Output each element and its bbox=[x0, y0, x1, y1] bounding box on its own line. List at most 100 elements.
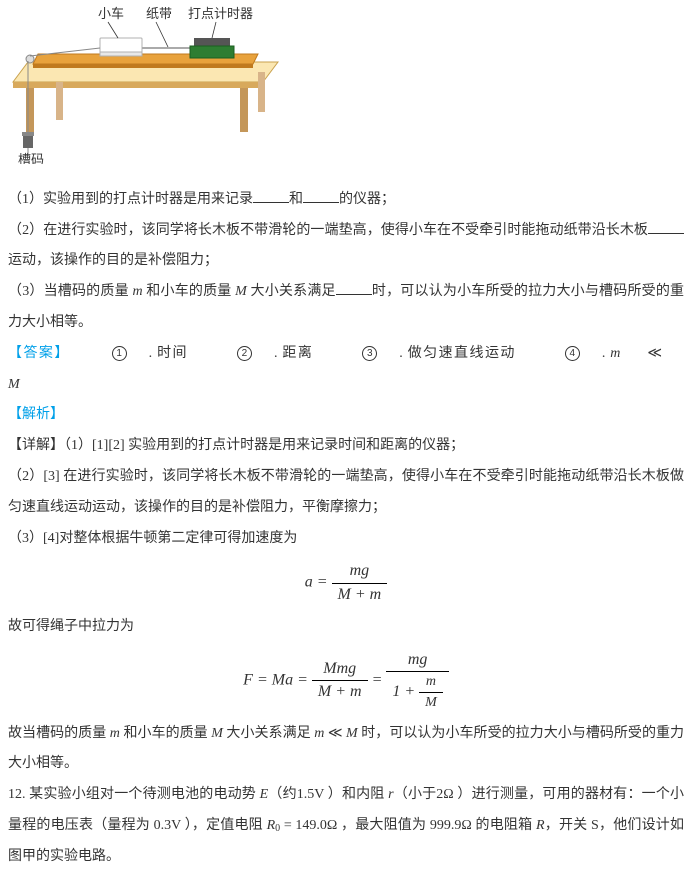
var-M: M bbox=[235, 284, 247, 299]
answers-line: 【答案】 1. 时间 2. 距离 3. 做匀速直线运动 4. m ≪ M bbox=[8, 339, 684, 401]
var-m: m bbox=[132, 284, 142, 299]
answer-4-m: m bbox=[610, 346, 620, 361]
f2-frac2: mg1 + mM bbox=[386, 649, 448, 713]
question-12: 12. 某实验小组对一个待测电池的电动势 E（约1.5V ）和内阻 r（小于2Ω… bbox=[8, 780, 684, 872]
q12-R0: R bbox=[267, 818, 276, 833]
f2-eq1: = bbox=[253, 671, 272, 688]
answer-label: 【答案】 bbox=[8, 346, 70, 361]
diagram-svg: 小车 纸带 打点计时器 槽码 bbox=[8, 4, 298, 164]
table-leg-back bbox=[56, 82, 63, 120]
table-leg bbox=[240, 88, 248, 132]
f2-mid: Ma bbox=[272, 671, 293, 688]
q2-text-b: 运动，该操作的目的是补偿阻力； bbox=[8, 253, 218, 268]
pulley bbox=[26, 55, 34, 63]
f1-lhs: a bbox=[305, 574, 313, 591]
p5-M: M bbox=[211, 726, 223, 741]
q1-text-b: 和 bbox=[289, 192, 303, 207]
blank bbox=[336, 281, 372, 295]
question-2: （2）在进行实验时，该同学将长木板不带滑轮的一端垫高，使得小车在不受牵引时能拖动… bbox=[8, 216, 684, 278]
table-leg bbox=[26, 88, 34, 132]
f2-inner-frac: mM bbox=[419, 672, 443, 712]
question-3: （3）当槽码的质量 m 和小车的质量 M 大小关系满足时，可以认为小车所受的拉力… bbox=[8, 277, 684, 339]
blank bbox=[648, 220, 684, 234]
label-line bbox=[156, 22, 168, 47]
circled-2: 2 bbox=[237, 346, 252, 361]
q1-text-a: （1）实验用到的打点计时器是用来记录 bbox=[8, 192, 253, 207]
weight bbox=[23, 144, 33, 148]
f2-eq2: = bbox=[293, 671, 312, 688]
f1-num: mg bbox=[332, 560, 388, 583]
detail-p1: 【详解】（1）[1][2] 实验用到的打点计时器是用来记录时间和距离的仪器； bbox=[8, 431, 684, 462]
f1-den: M + m bbox=[332, 584, 388, 606]
timer-body bbox=[190, 46, 234, 58]
q12-d: = 149.0Ω ，最大阻值为 999.9Ω 的电阻箱 bbox=[280, 818, 536, 833]
q12-E: E bbox=[260, 787, 269, 802]
label-tape: 纸带 bbox=[146, 6, 172, 21]
p5-m: m bbox=[110, 726, 120, 741]
circled-1: 1 bbox=[112, 346, 127, 361]
q3-text-c: 大小关系满足 bbox=[247, 284, 336, 299]
label-timer: 打点计时器 bbox=[188, 6, 253, 21]
f2-num1: Mmg bbox=[312, 658, 368, 681]
question-1: （1）实验用到的打点计时器是用来记录 和 的仪器； bbox=[8, 185, 684, 216]
p5-c: 大小关系满足 bbox=[223, 726, 314, 741]
label-line bbox=[212, 22, 216, 38]
timer-top bbox=[194, 38, 230, 46]
q12-b: （约1.5V ）和内阻 bbox=[268, 787, 388, 802]
f2-den2-a: 1 + bbox=[392, 683, 419, 700]
table-edge bbox=[13, 82, 263, 88]
circled-4: 4 bbox=[565, 346, 580, 361]
detail-label: 【详解】 bbox=[8, 438, 64, 453]
q2-text-a: （2）在进行实验时，该同学将长木板不带滑轮的一端垫高，使得小车在不受牵引时能拖动… bbox=[8, 223, 648, 238]
label-cart: 小车 bbox=[98, 6, 124, 21]
label-line bbox=[108, 22, 118, 38]
table-leg-back bbox=[258, 72, 265, 112]
q3-text-b: 和小车的质量 bbox=[143, 284, 236, 299]
q12-a: 12. 某实验小组对一个待测电池的电动势 bbox=[8, 787, 260, 802]
q12-R: R bbox=[536, 818, 545, 833]
circled-3: 3 bbox=[362, 346, 377, 361]
experiment-diagram: 小车 纸带 打点计时器 槽码 bbox=[8, 4, 684, 177]
hanger-top bbox=[22, 132, 34, 136]
track-side bbox=[33, 64, 253, 68]
label-weights: 槽码 bbox=[18, 152, 44, 164]
f2-den2: 1 + mM bbox=[386, 672, 448, 712]
f2-frac1: MmgM + m bbox=[312, 658, 368, 704]
answer-4-M: M bbox=[8, 377, 20, 392]
formula-tension: F = Ma = MmgM + m = mg1 + mM bbox=[8, 649, 684, 713]
q1-text-c: 的仪器； bbox=[339, 192, 395, 207]
p5-b: 和小车的质量 bbox=[120, 726, 211, 741]
p5-a: 故当槽码的质量 bbox=[8, 726, 110, 741]
formula-acceleration: a = mgM + m bbox=[8, 560, 684, 606]
answer-2-text: 距离 bbox=[282, 346, 313, 361]
answer-1-text: 时间 bbox=[157, 346, 188, 361]
answer-2: 2. 距离 bbox=[237, 346, 335, 361]
blank bbox=[253, 189, 289, 203]
answer-4-rel: ≪ bbox=[642, 346, 662, 361]
answer-3-text: 做匀速直线运动 bbox=[408, 346, 516, 361]
p5-rel-m: m bbox=[314, 726, 324, 741]
analysis-label: 【解析】 bbox=[8, 407, 64, 422]
answer-3: 3. 做匀速直线运动 bbox=[362, 346, 538, 361]
f2-inner-den: M bbox=[419, 693, 443, 713]
answer-1: 1. 时间 bbox=[112, 346, 210, 361]
detail-p4: 故可得绳子中拉力为 bbox=[8, 612, 684, 643]
cart-base bbox=[100, 52, 142, 56]
detail-p1-text: （1）[1][2] 实验用到的打点计时器是用来记录时间和距离的仪器； bbox=[64, 438, 464, 453]
answer-4: 4. m ≪ M bbox=[8, 346, 684, 392]
detail-p5: 故当槽码的质量 m 和小车的质量 M 大小关系满足 m ≪ M 时，可以认为小车… bbox=[8, 719, 684, 781]
f2-den1: M + m bbox=[312, 681, 368, 703]
p5-rel-M: M bbox=[346, 726, 358, 741]
f2-eq3: = bbox=[368, 671, 387, 688]
weight bbox=[23, 136, 33, 140]
detail-p2: （2）[3] 在进行实验时，该同学将长木板不带滑轮的一端垫高，使得小车在不受牵引… bbox=[8, 462, 684, 524]
f1-eq: = bbox=[313, 574, 332, 591]
f2-lhs: F bbox=[243, 671, 253, 688]
q3-text-a: （3）当槽码的质量 bbox=[8, 284, 132, 299]
analysis-label-line: 【解析】 bbox=[8, 400, 684, 431]
detail-p3: （3）[4]对整体根据牛顿第二定律可得加速度为 bbox=[8, 524, 684, 555]
f2-num2: mg bbox=[386, 649, 448, 672]
blank bbox=[303, 189, 339, 203]
p5-rel: ≪ bbox=[324, 726, 346, 741]
f1-frac: mgM + m bbox=[332, 560, 388, 606]
